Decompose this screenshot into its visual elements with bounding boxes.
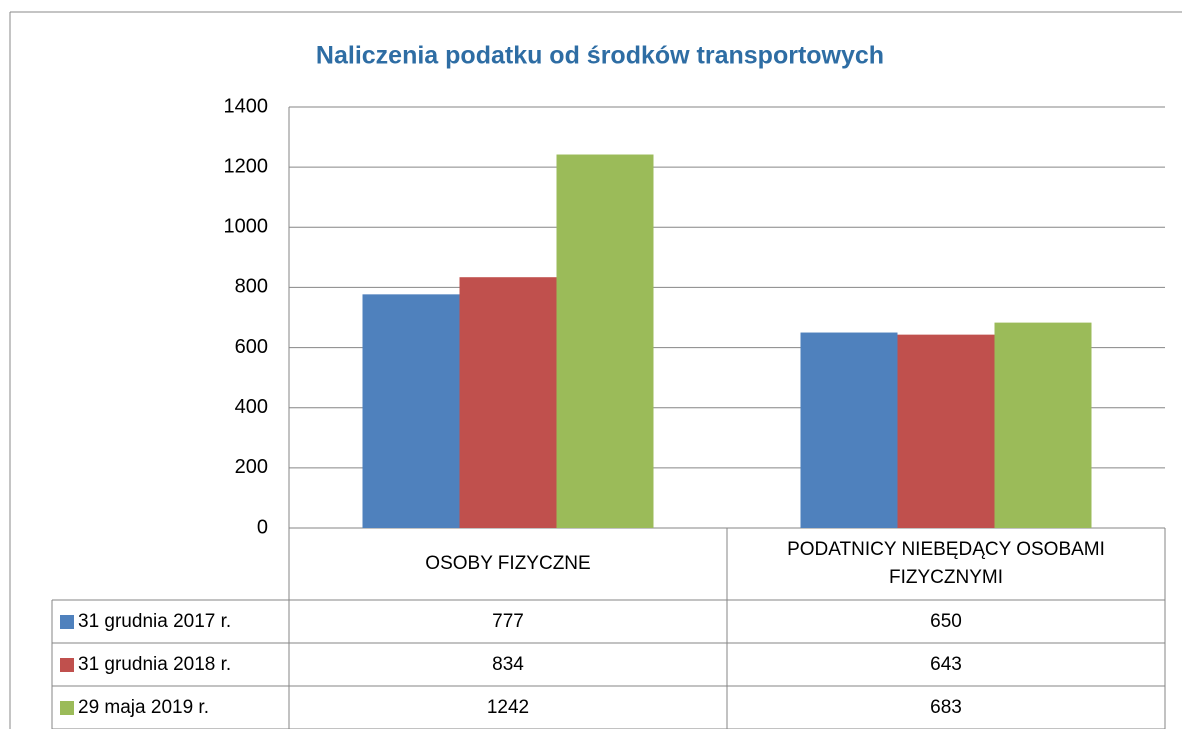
legend-entry: 31 grudnia 2017 r. xyxy=(52,600,289,643)
data-label: 777 xyxy=(492,610,524,632)
y-tick-label: 1000 xyxy=(224,216,269,238)
legend-label: 31 grudnia 2018 r. xyxy=(78,653,232,675)
bar xyxy=(897,334,995,528)
legend-key xyxy=(60,614,74,629)
bar xyxy=(362,294,460,528)
data-label: 683 xyxy=(930,696,962,718)
legend-entry: 31 grudnia 2018 r. xyxy=(52,643,289,686)
legend-entry: 29 maja 2019 r. xyxy=(52,686,289,729)
legend-key xyxy=(60,657,74,672)
bar xyxy=(556,154,654,528)
x-tick-label: OSOBY FIZYCZNE xyxy=(425,553,591,574)
y-tick-label: 0 xyxy=(257,516,268,538)
x-tick-label: PODATNICY NIEBĘDĄCY OSOBAMI FIZYCZNYMI xyxy=(787,539,1105,588)
legend-key xyxy=(60,700,74,715)
data-label: 650 xyxy=(930,610,962,632)
y-tick-label: 200 xyxy=(235,456,268,478)
data-label: 834 xyxy=(492,653,524,675)
legend-label: 29 maja 2019 r. xyxy=(78,696,209,718)
y-tick-label: 600 xyxy=(235,336,268,358)
y-tick-label: 1400 xyxy=(224,95,269,117)
bar xyxy=(994,322,1092,528)
bar xyxy=(800,332,898,528)
y-tick-label: 800 xyxy=(235,276,268,298)
chart-title: Naliczenia podatku od środków transporto… xyxy=(316,42,884,70)
y-tick-label: 1200 xyxy=(224,155,269,177)
data-label: 1242 xyxy=(486,696,530,718)
legend-label: 31 grudnia 2017 r. xyxy=(78,610,232,632)
data-label: 643 xyxy=(930,653,962,675)
bar xyxy=(459,277,557,528)
y-tick-label: 400 xyxy=(235,396,268,418)
